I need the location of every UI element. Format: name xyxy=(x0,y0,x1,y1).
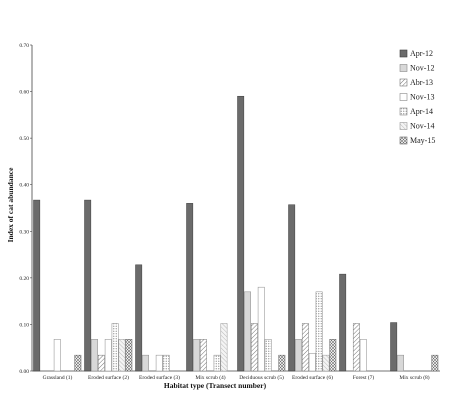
bar xyxy=(97,354,105,372)
y-tick-label: 0.50 xyxy=(19,136,29,142)
x-category-label: Grassland (1) xyxy=(43,374,73,381)
x-category-label: Forest (7) xyxy=(353,374,375,381)
legend-swatch xyxy=(399,93,408,101)
y-tick-label: 0.30 xyxy=(19,229,29,235)
bar xyxy=(397,354,404,372)
bar xyxy=(295,339,302,372)
y-tick-label: 0.00 xyxy=(19,369,29,375)
bar xyxy=(288,204,296,372)
bar xyxy=(135,264,143,372)
legend-label: Nov-12 xyxy=(410,64,434,73)
y-tick-labels: 0.00 0.10 0.20 0.30 0.40 0.50 0.60 0.70 xyxy=(19,43,32,375)
bar xyxy=(91,339,98,372)
legend-swatch xyxy=(399,49,408,58)
bar xyxy=(84,199,92,372)
bar xyxy=(431,354,439,372)
y-axis-title: Index of cat abundance xyxy=(6,167,15,242)
bar xyxy=(111,323,119,372)
y-tick-label: 0.40 xyxy=(19,183,29,189)
legend-label: May-15 xyxy=(410,136,435,145)
bar xyxy=(322,354,330,372)
bar xyxy=(308,353,316,372)
bar xyxy=(125,339,133,372)
legend-label: Abr-13 xyxy=(410,78,433,87)
x-category-label: Mix scrub (8) xyxy=(399,374,429,381)
bar xyxy=(186,203,194,372)
axes xyxy=(31,45,440,372)
x-category-label: Mix scrub (4) xyxy=(195,374,225,381)
bar xyxy=(104,339,112,372)
legend-swatch xyxy=(399,136,408,145)
y-tick-label: 0.10 xyxy=(19,322,29,328)
legend-label: Nov-14 xyxy=(410,122,434,131)
y-tick-label: 0.20 xyxy=(19,276,29,282)
legend-label: Nov-13 xyxy=(410,93,434,102)
bar xyxy=(237,95,245,372)
x-category-label: Eroded surface (6) xyxy=(292,374,333,381)
legend-swatch xyxy=(399,64,408,72)
bar xyxy=(264,339,272,372)
y-tick-label: 0.70 xyxy=(19,43,29,49)
legend-swatch xyxy=(399,122,408,130)
bar xyxy=(352,323,360,372)
bar xyxy=(155,354,163,372)
x-category-label: Eroded surface (3) xyxy=(139,374,180,381)
bar xyxy=(162,354,170,372)
x-category-label: Eroded surface (2) xyxy=(88,374,129,381)
bar xyxy=(220,323,228,372)
legend: Apr-12 Nov-12 Abr-13 Nov-13 Apr-14 Nov-14 May-… xyxy=(399,49,435,145)
legend-label: Apr-12 xyxy=(410,49,433,58)
legend-swatch xyxy=(399,78,408,87)
bar xyxy=(244,291,251,372)
y-tick-label: 0.60 xyxy=(19,90,29,96)
bar xyxy=(257,286,265,372)
bar xyxy=(53,339,61,372)
bar xyxy=(250,323,258,372)
bar xyxy=(390,322,398,372)
bar xyxy=(278,354,286,372)
bar xyxy=(74,354,82,372)
bar xyxy=(315,291,323,372)
bar xyxy=(329,339,337,372)
bar xyxy=(301,323,309,372)
bar xyxy=(213,354,221,372)
x-category-label: Deciduous scrub (5) xyxy=(239,374,284,381)
bar xyxy=(199,339,207,372)
bar xyxy=(142,354,149,372)
bar xyxy=(359,339,367,372)
bar xyxy=(339,273,347,372)
legend-swatch xyxy=(399,107,408,116)
legend-label: Apr-14 xyxy=(410,107,433,116)
bar xyxy=(193,339,200,372)
bar xyxy=(33,199,41,372)
x-category-labels: Grassland (1) Eroded surface (2) Eroded su… xyxy=(43,374,430,381)
x-axis-title: Habitat type (Transect number) xyxy=(164,381,267,390)
bar xyxy=(118,339,126,372)
bars xyxy=(33,95,439,372)
